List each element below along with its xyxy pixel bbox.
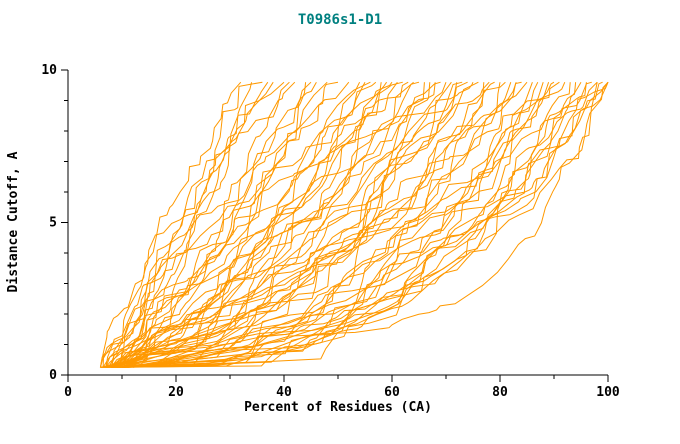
model-curve xyxy=(116,81,555,368)
model-curve xyxy=(99,81,312,368)
model-curve xyxy=(100,81,609,368)
model-curve xyxy=(105,82,598,368)
model-curve xyxy=(110,81,388,368)
model-curve xyxy=(121,82,587,368)
x-axis-label: Percent of Residues (CA) xyxy=(244,400,432,415)
model-curve xyxy=(105,82,544,368)
model-curve xyxy=(111,81,522,368)
x-tick-label: 80 xyxy=(492,385,508,400)
model-curve xyxy=(127,82,431,368)
model-curve xyxy=(105,81,420,368)
model-curve xyxy=(116,82,447,368)
chart-title: T0986s1-D1 xyxy=(298,12,382,28)
model-curve xyxy=(111,81,361,368)
model-curve xyxy=(132,81,598,368)
model-curve xyxy=(110,81,274,368)
model-curve xyxy=(100,81,566,368)
x-tick-label: 40 xyxy=(276,385,292,400)
y-tick-label: 10 xyxy=(41,63,57,78)
model-curve xyxy=(116,82,609,368)
model-curve xyxy=(99,81,242,368)
x-tick-label: 60 xyxy=(384,385,400,400)
model-curve xyxy=(116,82,517,368)
model-curve xyxy=(121,81,609,368)
model-curve xyxy=(127,81,377,368)
model-curve xyxy=(116,81,409,368)
model-curve xyxy=(116,81,296,368)
model-curve xyxy=(105,81,582,368)
model-curve xyxy=(105,82,253,368)
model-curve xyxy=(99,81,350,368)
axes-group: 0 20 40 60 80 100 0 5 10 xyxy=(41,63,620,400)
model-curve xyxy=(127,81,539,368)
x-tick-label: 100 xyxy=(596,385,620,400)
y-tick-label: 0 xyxy=(49,368,57,383)
curve-group xyxy=(99,81,609,368)
model-curve xyxy=(100,81,506,368)
model-curve xyxy=(105,81,366,368)
model-curve xyxy=(105,81,285,368)
model-curve xyxy=(121,81,371,368)
model-curve xyxy=(127,82,485,368)
y-axis-label: Distance Cutoff, A xyxy=(6,151,21,292)
model-curve xyxy=(100,81,452,368)
model-curve xyxy=(121,81,290,368)
model-curve xyxy=(103,82,512,368)
x-tick-label: 0 xyxy=(64,385,72,400)
x-tick-label: 20 xyxy=(168,385,184,400)
model-curve xyxy=(116,81,339,368)
model-curve xyxy=(116,81,463,368)
model-curve xyxy=(111,81,495,368)
model-curve xyxy=(110,81,269,368)
model-curve xyxy=(111,82,550,368)
y-tick-label: 5 xyxy=(49,216,57,231)
model-curve xyxy=(105,81,528,368)
